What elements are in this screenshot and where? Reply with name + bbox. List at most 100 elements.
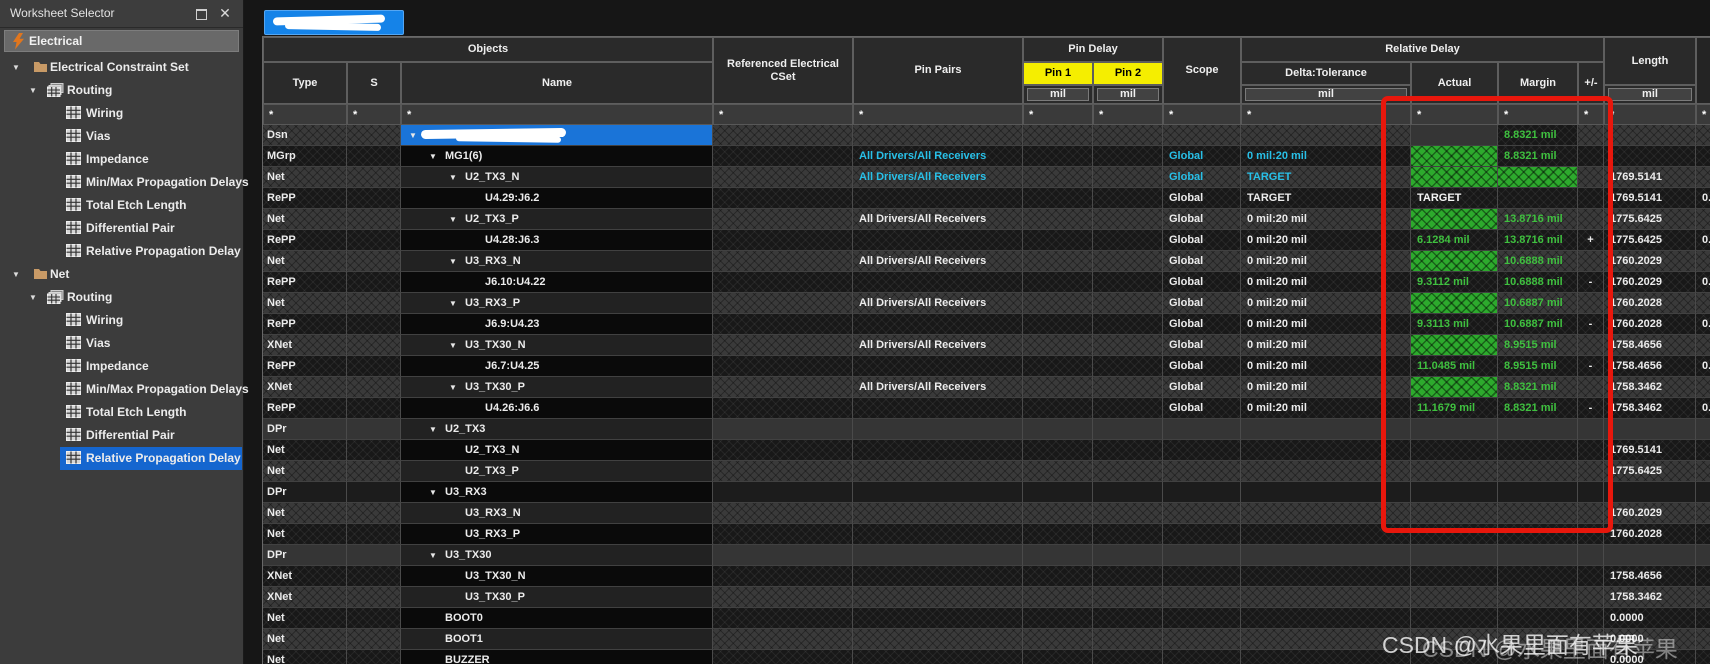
close-panel-icon[interactable]: ✕ [219, 5, 231, 21]
filter-cell-delta[interactable]: * [1241, 104, 1411, 125]
cell-pin_pairs[interactable]: All Drivers/All Receivers [853, 146, 1023, 167]
cell-refcset[interactable] [713, 272, 853, 293]
cell-pm[interactable] [1578, 629, 1604, 650]
cell-length[interactable] [1604, 419, 1696, 440]
cell-extra[interactable] [1696, 587, 1710, 608]
sidebar-item-wiring[interactable]: Wiring [0, 102, 243, 125]
column-header-pin2[interactable]: Pin 2 [1093, 62, 1163, 85]
cell-actual[interactable]: 6.1284 mil [1411, 230, 1498, 251]
cell-delta[interactable]: 0 mil:20 mil [1241, 335, 1411, 356]
cell-extra[interactable]: 0.2 [1696, 356, 1710, 377]
cell-pm[interactable]: - [1578, 272, 1604, 293]
column-header-actual[interactable]: Actual [1411, 62, 1498, 104]
expand-arrow-icon[interactable]: ▼ [429, 425, 437, 434]
float-panel-icon[interactable] [193, 6, 209, 21]
cell-length[interactable]: 1775.6425 [1604, 230, 1696, 251]
tree-expander-icon[interactable]: ▼ [29, 86, 37, 95]
cell-actual[interactable] [1411, 335, 1498, 356]
cell-pm[interactable] [1578, 209, 1604, 230]
cell-pin1[interactable] [1023, 650, 1093, 664]
cell-margin[interactable] [1498, 188, 1578, 209]
cell-margin[interactable] [1498, 629, 1578, 650]
cell-pin1[interactable] [1023, 209, 1093, 230]
cell-pin2[interactable] [1093, 335, 1163, 356]
expand-arrow-icon[interactable]: ▼ [429, 551, 437, 560]
cell-pm[interactable] [1578, 419, 1604, 440]
cell-pm[interactable]: - [1578, 314, 1604, 335]
sidebar-item-wiring[interactable]: Wiring [0, 309, 243, 332]
cell-actual[interactable] [1411, 440, 1498, 461]
cell-actual[interactable]: 11.0485 mil [1411, 356, 1498, 377]
cell-pin_pairs[interactable] [853, 125, 1023, 146]
cell-actual[interactable] [1411, 146, 1498, 167]
cell-delta[interactable]: 0 mil:20 mil [1241, 272, 1411, 293]
cell-name[interactable]: U4.29:J6.2 [401, 188, 713, 209]
cell-pin1[interactable] [1023, 335, 1093, 356]
cell-type[interactable]: Net [263, 293, 347, 314]
cell-extra[interactable] [1696, 608, 1710, 629]
sidebar-item-relative-propagation-delay[interactable]: Relative Propagation Delay [0, 447, 243, 470]
cell-scope[interactable] [1163, 566, 1241, 587]
cell-pin1[interactable] [1023, 293, 1093, 314]
cell-refcset[interactable] [713, 377, 853, 398]
cell-type[interactable]: RePP [263, 398, 347, 419]
cell-scope[interactable]: Global [1163, 209, 1241, 230]
cell-pin_pairs[interactable] [853, 398, 1023, 419]
cell-margin[interactable] [1498, 650, 1578, 664]
cell-pin1[interactable] [1023, 167, 1093, 188]
cell-length[interactable]: 1769.5141 [1604, 440, 1696, 461]
cell-scope[interactable] [1163, 629, 1241, 650]
cell-name[interactable]: ▼ U2_TX3_N [401, 167, 713, 188]
filter-cell-pin1[interactable]: * [1023, 104, 1093, 125]
cell-name[interactable]: ▼ U3_RX3_P [401, 293, 713, 314]
cell-margin[interactable]: 13.8716 mil [1498, 209, 1578, 230]
cell-pin2[interactable] [1093, 650, 1163, 664]
sidebar-item-electrical-constraint-set[interactable]: ▼ Electrical Constraint Set [0, 56, 243, 79]
cell-s[interactable] [347, 188, 401, 209]
sidebar-item-differential-pair[interactable]: Differential Pair [0, 424, 243, 447]
cell-delta[interactable] [1241, 650, 1411, 664]
unit-cell-length[interactable]: mil [1604, 85, 1696, 104]
cell-delta[interactable] [1241, 503, 1411, 524]
cell-pin1[interactable] [1023, 125, 1093, 146]
cell-pin1[interactable] [1023, 545, 1093, 566]
sidebar-item-total-etch-length[interactable]: Total Etch Length [0, 194, 243, 217]
cell-pin1[interactable] [1023, 608, 1093, 629]
cell-refcset[interactable] [713, 482, 853, 503]
cell-delta[interactable]: 0 mil:20 mil [1241, 314, 1411, 335]
cell-length[interactable]: 1760.2028 [1604, 524, 1696, 545]
unit-cell-pin2[interactable]: mil [1093, 85, 1163, 104]
cell-pin2[interactable] [1093, 251, 1163, 272]
cell-pm[interactable] [1578, 461, 1604, 482]
cell-refcset[interactable] [713, 587, 853, 608]
cell-length[interactable]: 1760.2028 [1604, 293, 1696, 314]
cell-extra[interactable] [1696, 482, 1710, 503]
cell-actual[interactable] [1411, 503, 1498, 524]
column-header-refcset[interactable]: Referenced Electrical CSet [713, 37, 853, 104]
cell-length[interactable]: 0.0000 [1604, 608, 1696, 629]
cell-pin2[interactable] [1093, 608, 1163, 629]
expand-arrow-icon[interactable]: ▼ [449, 299, 457, 308]
cell-length[interactable]: 1775.6425 [1604, 209, 1696, 230]
cell-s[interactable] [347, 314, 401, 335]
sidebar-item-differential-pair[interactable]: Differential Pair [0, 217, 243, 240]
cell-pin2[interactable] [1093, 167, 1163, 188]
cell-extra[interactable] [1696, 440, 1710, 461]
cell-actual[interactable] [1411, 377, 1498, 398]
cell-pin2[interactable] [1093, 293, 1163, 314]
cell-pin2[interactable] [1093, 314, 1163, 335]
cell-margin[interactable]: 8.9515 mil [1498, 335, 1578, 356]
cell-name[interactable]: ▼ U3_TX30_N [401, 335, 713, 356]
sidebar-item-routing[interactable]: ▼ Routing [0, 79, 243, 102]
cell-pm[interactable] [1578, 524, 1604, 545]
cell-s[interactable] [347, 209, 401, 230]
cell-margin[interactable] [1498, 482, 1578, 503]
sidebar-item-routing[interactable]: ▼ Routing [0, 286, 243, 309]
cell-scope[interactable]: Global [1163, 230, 1241, 251]
cell-delta[interactable]: 0 mil:20 mil [1241, 398, 1411, 419]
cell-extra[interactable] [1696, 293, 1710, 314]
cell-pm[interactable] [1578, 293, 1604, 314]
cell-name[interactable]: BUZZER [401, 650, 713, 664]
cell-pin2[interactable] [1093, 629, 1163, 650]
cell-pin2[interactable] [1093, 566, 1163, 587]
